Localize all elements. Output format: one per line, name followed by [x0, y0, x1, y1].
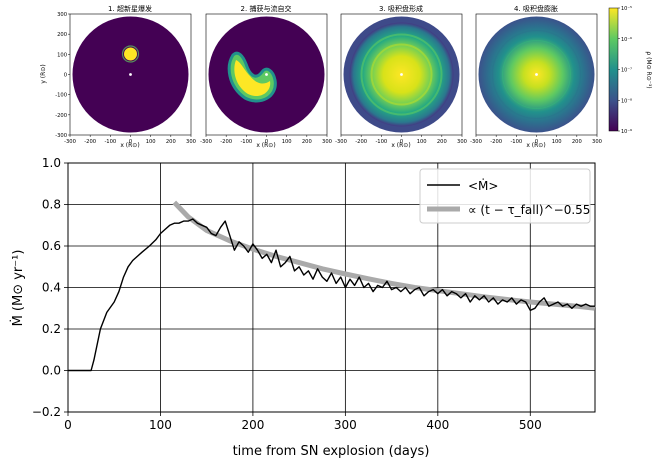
y-axis-ticks: −0.2 0.0 0.2 0.4 0.6 0.8 1.0 [32, 156, 68, 419]
y-tick-label: 0.2 [42, 322, 61, 336]
panel-xtick-label: 0 [129, 139, 132, 145]
panel-3: 3. 吸积盘形成 x (R⊙) [340, 4, 463, 149]
panel-xtick-label: -300 [200, 139, 212, 145]
legend-label-fit: ∝ (t − τ_fall)^−0.55 [468, 203, 590, 217]
panel-xtick-label: 300 [186, 139, 196, 145]
panel-ticks: -300 -200 -100 0 100 200 300 300 200 100 0 -100 -200… [55, 12, 602, 145]
x-tick-label: 0 [64, 418, 72, 432]
colorbar-tick-label: 10⁻⁷ [621, 68, 632, 74]
colorbar-tick-label: 10⁻⁵ [621, 6, 632, 12]
disk-ring [492, 30, 581, 119]
y-axis-label: Ṁ (M⊙ yr⁻¹) [10, 250, 26, 327]
y-tick-label: 0.0 [42, 364, 61, 378]
panel-ytick-label: -300 [55, 133, 67, 139]
black-hole-marker [535, 73, 538, 76]
colorbar-tick-label: 10⁻⁸ [621, 98, 632, 104]
disk-ring [370, 43, 433, 106]
panel-xtick-label: -300 [470, 139, 482, 145]
panel-ytick-label: -100 [55, 93, 67, 99]
disk-ring [360, 33, 443, 116]
panel-xlabel: x (R⊙) [391, 142, 410, 149]
panel-title: 4. 吸积盘膨胀 [514, 4, 558, 13]
y-tick-label: 0.6 [42, 239, 61, 253]
panel-xtick-label: -300 [335, 139, 347, 145]
legend: <Ṁ> ∝ (t − τ_fall)^−0.55 [419, 168, 591, 224]
y-tick-label: 0.4 [42, 281, 61, 295]
ejecta-blob [124, 47, 137, 61]
panel-xtick-label: -200 [220, 139, 232, 145]
panel-title: 3. 吸积盘形成 [379, 4, 423, 13]
panel-2: 2. 捕获与流自交 x (R⊙) [205, 4, 328, 149]
density-panels: 1. 超新星爆发 x (R⊙) y (R⊙) 2. 捕获与流自交 x (R⊙) … [40, 4, 602, 149]
panel-title: 1. 超新星爆发 [108, 4, 152, 13]
panel-xtick-label: -100 [104, 139, 116, 145]
panel-xtick-label: 300 [457, 139, 467, 145]
panel-xtick-label: 100 [417, 139, 427, 145]
legend-label-mdot: <Ṁ> [468, 178, 498, 193]
x-tick-label: 300 [334, 418, 357, 432]
disk-ring [502, 40, 571, 109]
panel-xlabel: x (R⊙) [120, 142, 139, 149]
panel-xtick-label: 100 [282, 139, 292, 145]
accretion-rate-chart: 0 100 200 300 400 500 −0.20.00.20.40.60.81.0 … [10, 156, 596, 459]
panel-xtick-label: 300 [592, 139, 602, 145]
panel-1: 1. 超新星爆发 x (R⊙) y (R⊙) [40, 4, 192, 149]
x-tick-label: 200 [241, 418, 264, 432]
panel-xtick-label: 100 [552, 139, 562, 145]
panel-xtick-label: -100 [240, 139, 252, 145]
panel-xtick-label: -100 [510, 139, 522, 145]
colorbar: 10⁻⁵ 10⁻⁶ 10⁻⁷ 10⁻⁸ 10⁻⁹ ρ (M⊙ R⊙⁻³) [608, 6, 652, 135]
x-axis-label: time from SN explosion (days) [233, 444, 430, 459]
x-tick-label: 100 [149, 418, 172, 432]
panel-4: 4. 吸积盘膨胀 x (R⊙) [475, 4, 598, 149]
panel-ytick-label: -200 [55, 113, 67, 119]
ejecta-blob-edge [121, 45, 140, 63]
colorbar-label: ρ (M⊙ R⊙⁻³) [645, 51, 652, 88]
panel-title: 2. 捕获与流自交 [241, 4, 292, 13]
panel-ytick-label: 300 [57, 12, 67, 18]
panel-xtick-label: -200 [355, 139, 367, 145]
colorbar-tick-label: 10⁻⁹ [621, 129, 632, 135]
panel-xlabel: x (R⊙) [256, 142, 275, 149]
y-tick-label: 1.0 [42, 156, 61, 170]
panel-xtick-label: 300 [322, 139, 332, 145]
panel-xtick-label: 0 [400, 139, 403, 145]
x-axis-ticks: 0 100 200 300 400 500 [64, 412, 542, 432]
black-hole-marker [129, 73, 132, 76]
panel-ytick-label: 0 [64, 73, 67, 79]
legend-box [419, 168, 591, 224]
y-tick-label: 0.8 [42, 198, 61, 212]
panel-xtick-label: 200 [437, 139, 447, 145]
black-hole-marker [400, 73, 403, 76]
colorbar-tick-label: 10⁻⁶ [621, 37, 632, 43]
x-tick-label: 500 [519, 418, 542, 432]
panel-ytick-label: 100 [57, 52, 67, 58]
panel-xtick-label: 200 [166, 139, 176, 145]
panel-xtick-label: 100 [146, 139, 156, 145]
panel-xtick-label: 200 [572, 139, 582, 145]
black-hole-marker [265, 73, 268, 76]
colorbar-ticks: 10⁻⁵ 10⁻⁶ 10⁻⁷ 10⁻⁸ 10⁻⁹ [618, 6, 632, 135]
panel-xtick-label: -300 [64, 139, 76, 145]
colorbar-scale [608, 7, 619, 132]
y-tick-label: −0.2 [32, 405, 61, 419]
panel-xtick-label: -200 [84, 139, 96, 145]
panel-xtick-label: 0 [265, 139, 268, 145]
panel-xtick-label: 0 [535, 139, 538, 145]
panel-ytick-label: 200 [57, 32, 67, 38]
panel-xlabel: x (R⊙) [526, 142, 545, 149]
tidal-stream-core [234, 60, 271, 97]
panel-xtick-label: -100 [375, 139, 387, 145]
panel-xtick-label: 200 [302, 139, 312, 145]
series-mdot [68, 218, 595, 372]
series-power-law-fit [172, 200, 596, 311]
x-tick-label: 400 [426, 418, 449, 432]
panel-xtick-label: -200 [490, 139, 502, 145]
panel-ylabel: y (R⊙) [40, 64, 47, 83]
